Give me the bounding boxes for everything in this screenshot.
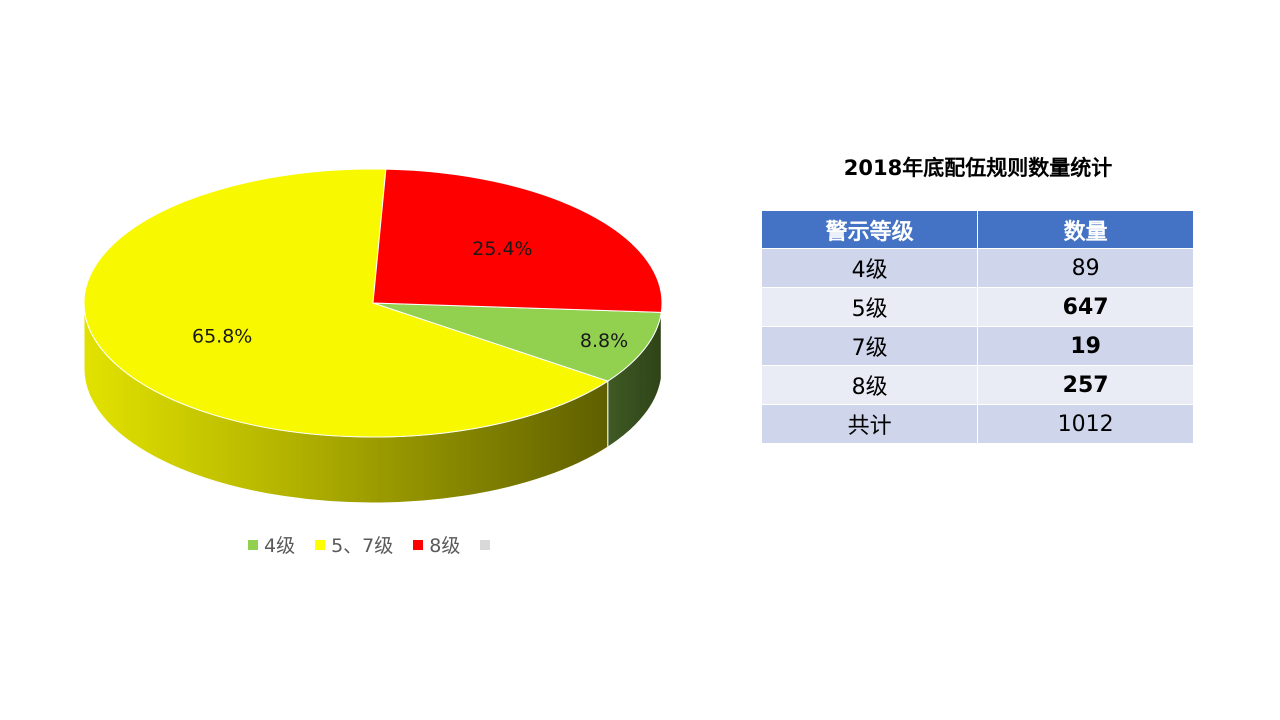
cell-count: 89: [977, 248, 1194, 288]
cell-count: 19: [977, 326, 1194, 366]
cell-level: 共计: [762, 404, 979, 444]
cell-count: 257: [977, 365, 1194, 405]
cell-level: 7级: [762, 326, 979, 366]
data-label-5、7级: 65.8%: [192, 325, 252, 347]
legend-swatch: [413, 539, 424, 550]
legend-item: [480, 539, 496, 550]
table-row: 5级 647: [762, 287, 1194, 327]
pie-slice-8级: [372, 168, 663, 313]
data-label-4级: 8.8%: [580, 330, 628, 352]
cell-level: 5级: [762, 287, 979, 327]
header-count: 数量: [977, 211, 1194, 249]
cell-count: 647: [977, 287, 1194, 327]
legend-label: 8级: [429, 535, 461, 557]
header-level: 警示等级: [762, 211, 979, 249]
chart-legend: 4级 5、7级 8级: [248, 531, 516, 558]
pie-slice-4级: [372, 302, 662, 382]
table-header-row: 警示等级 数量: [762, 211, 1194, 249]
table-title: 2018年底配伍规则数量统计: [843, 156, 1113, 180]
pie-slice-5、7级: [83, 168, 609, 438]
data-label-8级: 25.4%: [472, 238, 532, 260]
table-row: 7级 19: [762, 326, 1194, 366]
table-row: 共计 1012: [762, 404, 1194, 444]
legend-swatch: [248, 539, 258, 550]
legend-item: 5、7级: [315, 531, 393, 558]
cell-level: 8级: [762, 365, 979, 405]
legend-label: 4级: [264, 535, 296, 557]
stats-table: 警示等级 数量 4级 89 5级 647 7级 19 8级 257 共计: [762, 211, 1194, 444]
legend-swatch: [480, 539, 491, 550]
table-row: 4级 89: [762, 248, 1194, 288]
legend-item: 4级: [248, 531, 295, 558]
table-row: 8级 257: [762, 365, 1194, 405]
legend-item: 8级: [413, 531, 460, 558]
cell-level: 4级: [762, 248, 979, 288]
pie-chart: 8.8% 65.8% 25.4%: [83, 168, 663, 504]
cell-count: 1012: [977, 404, 1194, 444]
legend-label: 5、7级: [331, 535, 394, 557]
legend-swatch: [315, 539, 326, 550]
